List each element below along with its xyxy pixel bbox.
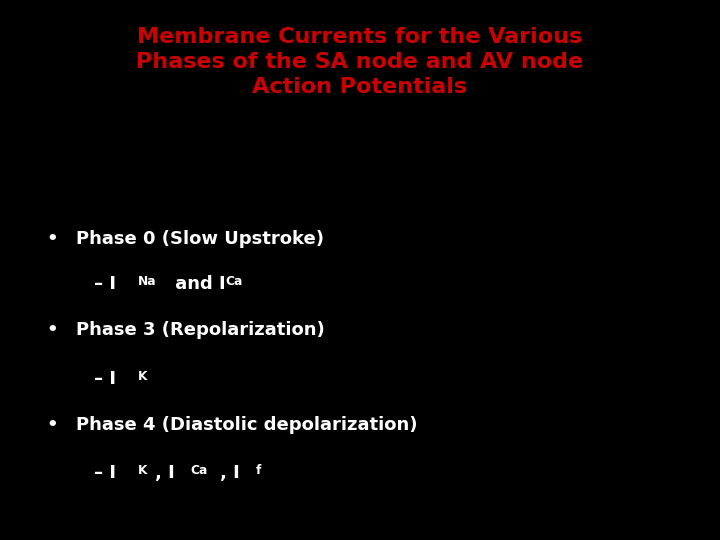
Text: •: • <box>47 321 58 339</box>
Text: Na: Na <box>138 275 157 288</box>
Text: – I: – I <box>94 464 116 482</box>
Text: and I: and I <box>169 275 226 293</box>
Text: Membrane Currents for the Various
Phases of the SA node and AV node
Action Poten: Membrane Currents for the Various Phases… <box>136 27 584 97</box>
Text: Ca: Ca <box>225 275 243 288</box>
Text: Ca: Ca <box>190 464 207 477</box>
Text: •: • <box>47 416 58 434</box>
Text: , I: , I <box>220 464 240 482</box>
Text: Phase 4 (Diastolic depolarization): Phase 4 (Diastolic depolarization) <box>76 416 417 434</box>
Text: K: K <box>138 464 148 477</box>
Text: Phase 0 (Slow Upstroke): Phase 0 (Slow Upstroke) <box>76 230 323 247</box>
Text: , I: , I <box>155 464 174 482</box>
Text: •: • <box>47 230 58 247</box>
Text: Phase 3 (Repolarization): Phase 3 (Repolarization) <box>76 321 324 339</box>
Text: K: K <box>138 370 148 383</box>
Text: f: f <box>256 464 261 477</box>
Text: – I: – I <box>94 370 116 388</box>
Text: – I: – I <box>94 275 116 293</box>
